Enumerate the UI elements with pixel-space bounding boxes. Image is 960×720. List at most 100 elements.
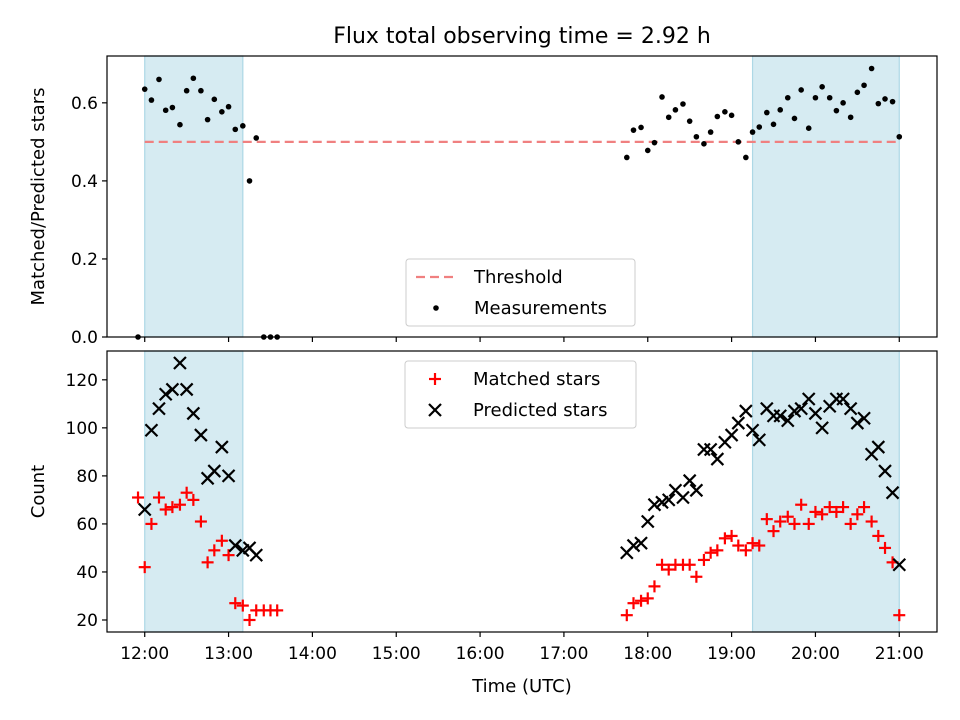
matched-stars-point: [851, 508, 864, 521]
measurements-point: [791, 115, 798, 122]
y-tick-label: 120: [66, 371, 98, 391]
matched-stars-point: [194, 515, 207, 528]
measurements-point: [868, 65, 875, 72]
measurements-point: [156, 76, 162, 83]
matched-stars-point: [809, 505, 822, 518]
matched-stars-point: [865, 515, 878, 528]
predicted-stars-point: [710, 452, 725, 466]
predicted-stars-point: [857, 411, 871, 426]
matched-stars-point: [627, 597, 640, 610]
observing-window-bands: [144, 55, 900, 338]
predicted-stars-point: [682, 473, 697, 488]
predicted-stars-point: [173, 356, 187, 370]
measurements-point: [847, 114, 854, 121]
predicted-stars-point: [158, 387, 173, 402]
measurements-point: [756, 124, 763, 130]
matched-stars-point: [138, 561, 151, 574]
predicted-stars-point: [647, 497, 662, 512]
legend: Matched stars Predicted stars: [404, 360, 637, 429]
predicted-stars-point: [221, 469, 236, 483]
predicted-stars-point: [697, 442, 711, 457]
matched-stars-point: [648, 580, 661, 593]
y-tick-label: 20: [76, 611, 98, 631]
y-tick-label: 60: [76, 515, 98, 535]
matched-stars-point: [208, 544, 221, 557]
plot-frame: [106, 350, 938, 633]
predicted-stars-point: [634, 536, 648, 550]
x-tick-label: 20:00: [791, 644, 840, 664]
measurements-point: [861, 82, 867, 89]
matched-stars-point: [641, 592, 654, 605]
measurements-point: [840, 100, 846, 106]
matched-stars-point: [711, 544, 724, 557]
matched-stars-point: [872, 529, 885, 542]
measurements-point: [162, 107, 169, 114]
measurements-point: [693, 133, 700, 140]
measurements-point: [672, 107, 679, 113]
y-tick-label: 40: [76, 563, 98, 583]
predicted-stars-point: [144, 423, 159, 438]
observing-window-band: [144, 55, 244, 338]
x-axis-label: Time (UTC): [471, 676, 572, 697]
measurements-point: [770, 121, 777, 128]
matched-stars-point: [132, 491, 145, 504]
legend: Threshold Measurements: [405, 258, 636, 327]
predicted-stars-point: [780, 413, 795, 428]
measurements-point: [225, 103, 232, 110]
measurements-point: [896, 133, 903, 140]
matched-stars-point: [739, 544, 752, 557]
measurements-point: [141, 86, 148, 92]
predicted-stars-point: [878, 464, 892, 478]
measurements-point: [812, 94, 819, 101]
chart-title: Flux total observing time = 2.92 h: [333, 24, 711, 49]
predicted-stars-point: [871, 440, 886, 454]
predicted-stars-point: [228, 538, 243, 553]
predicted-stars-point: [885, 485, 900, 500]
legend-measurement-swatch: [433, 305, 439, 311]
observing-window-band: [144, 350, 244, 633]
measurements-point: [169, 104, 176, 111]
matched-stars-point: [180, 486, 193, 499]
measurements-point: [211, 96, 218, 103]
x-tick-label: 19:00: [707, 644, 756, 664]
y-tick-label: 100: [66, 419, 98, 439]
matched-stars-point: [760, 513, 773, 526]
matched-stars-point: [620, 609, 633, 622]
measurements-point: [833, 107, 840, 114]
legend-label: Predicted stars: [473, 400, 607, 421]
matched-stars-point: [879, 541, 892, 554]
predicted-stars-point: [152, 401, 166, 416]
matched-stars-point: [830, 505, 843, 518]
matched-stars-point: [697, 553, 710, 566]
matched-stars-point: [222, 549, 235, 562]
predicted-stars-point: [194, 428, 208, 442]
measurements-point: [686, 118, 693, 124]
legend-label: Matched stars: [473, 369, 600, 390]
measurements-point: [644, 147, 651, 154]
measurements-point: [735, 139, 742, 145]
matched-stars-point: [774, 515, 787, 528]
matched-stars-point: [656, 558, 669, 571]
y-tick-label: 80: [76, 467, 98, 487]
matched-stars-point: [243, 613, 256, 626]
y-axis-label: Count: [28, 465, 49, 518]
predicted-stars-point: [724, 428, 739, 442]
observing-window-band: [751, 350, 900, 633]
predicted-stars-point: [165, 382, 180, 397]
legend-label: Measurements: [474, 298, 607, 319]
x-tick-label: 14:00: [288, 644, 337, 664]
matched-stars-point: [271, 604, 284, 617]
x-tick-label: 18:00: [623, 644, 672, 664]
matched-stars-point: [725, 529, 738, 542]
measurements-point: [219, 109, 225, 115]
predicted-stars-point: [640, 514, 655, 529]
measurements-point: [889, 98, 896, 105]
measurements-point: [638, 124, 644, 131]
matched-stars-point: [732, 539, 745, 552]
measurements-point: [148, 97, 155, 103]
measurements-point: [701, 141, 707, 147]
matched-stars-point: [683, 558, 696, 571]
x-tick-label: 17:00: [539, 644, 588, 664]
matched-stars-point: [746, 537, 759, 550]
